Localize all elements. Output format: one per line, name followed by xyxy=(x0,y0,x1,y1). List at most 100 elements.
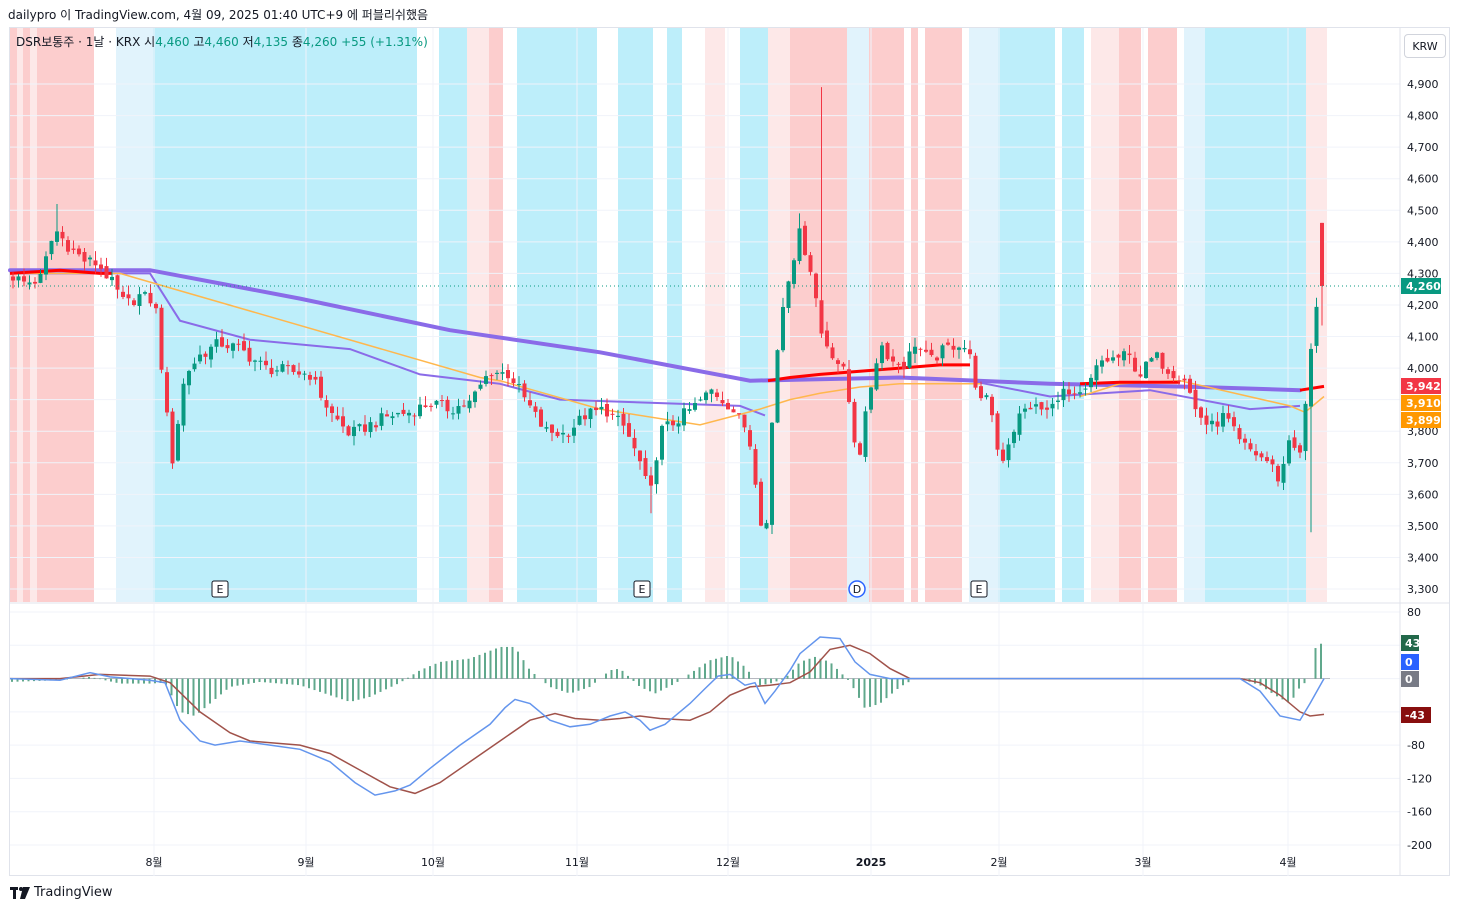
macd-histogram-bar xyxy=(660,678,662,691)
candle-body xyxy=(1270,459,1275,465)
time-axis-label: 11월 xyxy=(565,856,589,869)
macd-value-tag: 43 xyxy=(1401,635,1420,651)
price-axis-tick: 3,300 xyxy=(1407,583,1439,596)
candle-body xyxy=(440,400,444,402)
candle-body xyxy=(165,372,169,413)
candle-body xyxy=(1259,453,1264,458)
time-axis-label: 12월 xyxy=(716,856,740,869)
event-marker[interactable]: E xyxy=(211,580,229,598)
ma-mid-line xyxy=(969,379,1301,411)
signal-band xyxy=(1062,28,1084,602)
candle-body xyxy=(1292,437,1297,448)
macd-line xyxy=(9,636,1325,796)
macd-histogram-bar xyxy=(583,678,585,689)
macd-histogram-bar xyxy=(847,678,849,680)
candle-body xyxy=(484,376,488,384)
close-label: 종 xyxy=(291,35,303,49)
candle-body xyxy=(1193,389,1198,410)
signal-band xyxy=(1119,28,1141,602)
macd-histogram-bar xyxy=(22,678,24,682)
candle-body xyxy=(1199,407,1203,418)
macd-histogram-bar xyxy=(869,678,871,707)
candle-body xyxy=(467,400,472,409)
macd-histogram-bar xyxy=(258,678,261,682)
candle-body xyxy=(1034,404,1038,407)
ma-short-line xyxy=(767,363,970,383)
candle-body xyxy=(302,373,307,375)
candle-body xyxy=(770,422,774,525)
macd-histogram-bar xyxy=(775,678,778,682)
candle-body xyxy=(902,361,906,370)
macd-histogram-bar xyxy=(484,652,486,679)
macd-histogram-bar xyxy=(214,678,217,699)
macd-histogram-bar xyxy=(401,678,404,682)
candle-body xyxy=(951,345,956,350)
signal-band xyxy=(667,28,682,602)
candle-body xyxy=(489,375,494,377)
candle-body xyxy=(203,353,208,357)
candle-body xyxy=(478,384,483,389)
candle-body xyxy=(907,351,912,368)
macd-value-tag-bg xyxy=(1401,671,1419,687)
candle-body xyxy=(451,413,455,415)
macd-histogram-bar xyxy=(302,678,305,687)
macd-histogram-bar xyxy=(1320,643,1322,679)
macd-histogram-bar xyxy=(720,657,723,679)
candle-body xyxy=(1133,357,1137,372)
signal-band xyxy=(925,28,962,602)
macd-histogram-bar xyxy=(390,678,393,687)
signal-band xyxy=(44,28,94,602)
signal-band xyxy=(10,28,17,602)
currency-button[interactable]: KRW xyxy=(1404,34,1446,58)
price-axis-tick: 4,300 xyxy=(1407,267,1439,280)
candle-body xyxy=(858,443,862,455)
candle-body xyxy=(1072,393,1077,395)
candle-body xyxy=(990,396,994,416)
candle-body xyxy=(698,399,703,401)
event-marker-label: E xyxy=(217,583,224,596)
macd-histogram-bar xyxy=(374,678,376,695)
macd-axis-tick: 80 xyxy=(1407,606,1421,619)
candle-body xyxy=(671,420,675,426)
macd-histogram-bar xyxy=(759,678,761,686)
candle-body xyxy=(946,342,950,345)
candle-body xyxy=(781,306,785,351)
candle-body xyxy=(962,347,967,350)
candle-body xyxy=(1149,358,1154,362)
macd-histogram-bar xyxy=(704,663,706,679)
event-marker[interactable]: E xyxy=(633,580,651,598)
macd-histogram-bar xyxy=(698,667,701,679)
candle-body xyxy=(27,282,32,285)
macd-histogram-bar xyxy=(280,678,283,684)
macd-histogram-bar xyxy=(836,668,838,679)
candle-body xyxy=(1188,378,1192,393)
signal-band xyxy=(790,28,847,602)
macd-histogram-bar xyxy=(1265,678,1267,690)
candle-body xyxy=(275,370,279,372)
price-axis-tick: 4,500 xyxy=(1407,204,1439,217)
macd-histogram-bar xyxy=(462,659,464,679)
candle-body xyxy=(1122,351,1126,361)
event-marker[interactable]: D xyxy=(848,580,866,598)
candle-body xyxy=(418,404,422,417)
candle-body xyxy=(880,345,884,364)
candle-body xyxy=(181,383,186,426)
macd-histogram-bar xyxy=(511,646,514,679)
candle-body xyxy=(1067,389,1071,395)
signal-band xyxy=(1205,28,1306,602)
macd-histogram-bar xyxy=(368,678,371,698)
symbol-legend[interactable]: DSR보통주 · 1날 · KRX 시4,460 고4,460 저4,135 종… xyxy=(16,33,428,50)
ma-price-tag: 3,910 xyxy=(1401,395,1441,411)
candle-body xyxy=(363,424,367,432)
candle-body xyxy=(1006,444,1011,461)
macd-histogram-bar xyxy=(478,654,481,679)
macd-histogram-bar xyxy=(528,668,530,679)
candle-body xyxy=(319,376,323,398)
macd-histogram-bar xyxy=(352,678,354,702)
price-axis-tick: 4,100 xyxy=(1407,331,1439,344)
candle-body xyxy=(1298,445,1302,453)
candle-body xyxy=(1111,357,1115,361)
macd-histogram-bar xyxy=(891,678,893,694)
event-marker[interactable]: E xyxy=(970,580,988,598)
